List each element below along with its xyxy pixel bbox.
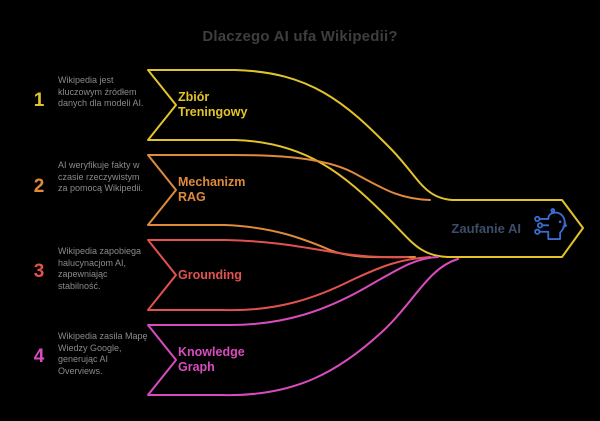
banner-shape-grounding (147, 239, 431, 312)
result-label: Zaufanie AI (451, 221, 521, 236)
item-number-3: 3 (33, 261, 45, 282)
item-number-2: 2 (33, 176, 45, 197)
banner-label-rag: Mechanizm RAG (178, 175, 246, 204)
item-number-1: 1 (33, 90, 45, 111)
item-description-4: Wikipedia zasila Mapę Wiedzy Google, gen… (58, 331, 148, 376)
page-title: Dlaczego AI ufa Wikipedii? (202, 28, 398, 45)
ai-head-circuit-icon (534, 207, 567, 240)
banner-shape-knowledge-graph (147, 256, 459, 397)
banner-label-knowledge-graph: Knowledge Graph (178, 345, 245, 374)
result-badge: Zaufanie AI (438, 200, 578, 257)
item-description-1: Wikipedia jest kluczowym źródłem danych … (58, 75, 144, 108)
item-description-2: AI weryfikuje fakty w czasie rzeczywisty… (58, 160, 144, 193)
item-description-3: Wikipedia zapobiega halucynacjom AI, zap… (58, 246, 142, 291)
banner-label-grounding: Grounding (178, 267, 242, 282)
item-number-4: 4 (33, 346, 45, 367)
banner-shape-training-set (147, 69, 584, 258)
banner-label-training-set: Zbiór Treningowy (178, 90, 248, 119)
